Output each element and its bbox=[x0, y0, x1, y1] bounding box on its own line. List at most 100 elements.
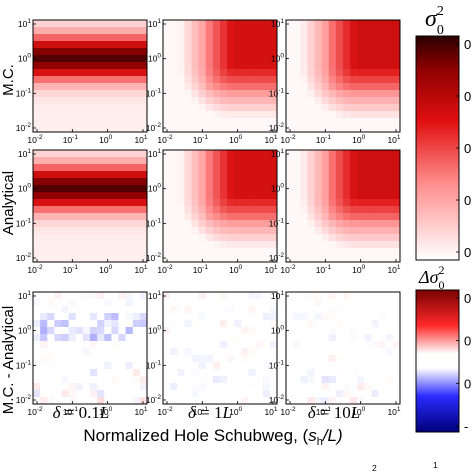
heatmap-cell bbox=[90, 390, 98, 398]
heatmap-cell bbox=[255, 334, 264, 342]
heatmap-cell bbox=[293, 227, 301, 235]
heatmap-cell bbox=[90, 164, 98, 172]
heatmap-cell bbox=[227, 376, 235, 384]
heatmap-cell bbox=[90, 241, 98, 249]
heatmap-cell bbox=[385, 248, 394, 256]
heatmap-cell bbox=[392, 199, 401, 207]
heatmap-cell bbox=[343, 320, 351, 328]
heatmap-cell bbox=[40, 248, 48, 256]
heatmap-cell bbox=[293, 76, 301, 84]
heatmap-cell bbox=[378, 313, 387, 321]
heatmap-cell bbox=[262, 362, 271, 370]
heatmap-cell bbox=[125, 327, 134, 335]
heatmap-cell bbox=[68, 20, 77, 28]
heatmap-cell bbox=[220, 397, 228, 405]
heatmap-cell bbox=[328, 299, 337, 307]
heatmap-cell bbox=[82, 369, 91, 377]
heatmap-cell bbox=[392, 234, 401, 242]
heatmap-cell bbox=[371, 397, 380, 405]
x-tick-label: 100 bbox=[229, 264, 242, 275]
heatmap-cell bbox=[118, 150, 127, 158]
heatmap-cell bbox=[132, 355, 141, 363]
heatmap-cell bbox=[212, 241, 221, 249]
heatmap-cell bbox=[205, 362, 214, 370]
heatmap-cell bbox=[97, 76, 105, 84]
heatmap-cell bbox=[234, 299, 242, 307]
heatmap-cell bbox=[75, 104, 84, 112]
heatmap-cell bbox=[111, 157, 119, 165]
heatmap-cell bbox=[335, 369, 344, 377]
heatmap-cell bbox=[241, 234, 249, 242]
heatmap-cell bbox=[378, 341, 387, 349]
heatmap-cell bbox=[61, 248, 70, 256]
heatmap-cell bbox=[241, 313, 249, 321]
heatmap-cell bbox=[350, 397, 358, 405]
heatmap-cell bbox=[139, 164, 148, 172]
heatmap-cell bbox=[269, 157, 278, 165]
heatmap-cell bbox=[198, 34, 207, 42]
heatmap-cell bbox=[90, 97, 98, 105]
heatmap-cell bbox=[212, 306, 221, 314]
heatmap-cell bbox=[314, 234, 323, 242]
heatmap-cell bbox=[170, 348, 178, 356]
heatmap-cell bbox=[97, 178, 105, 186]
heatmap-cell bbox=[269, 104, 278, 112]
heatmap-cell bbox=[104, 83, 112, 91]
heatmap-cell bbox=[321, 383, 330, 391]
column-label-1: δ = 0.1L bbox=[53, 403, 110, 422]
heatmap-cell bbox=[111, 111, 119, 119]
heatmap-cell bbox=[227, 62, 235, 70]
heatmap-cell bbox=[241, 185, 249, 193]
heatmap-cell bbox=[378, 241, 387, 249]
heatmap-cell bbox=[350, 118, 358, 126]
heatmap-cell bbox=[170, 178, 178, 186]
heatmap-cell bbox=[205, 41, 214, 49]
heatmap-cell bbox=[68, 383, 77, 391]
heatmap-cell bbox=[68, 397, 77, 405]
heatmap-cell bbox=[241, 157, 249, 165]
heatmap-cell bbox=[198, 376, 207, 384]
heatmap-cell bbox=[328, 48, 337, 56]
heatmap-cell bbox=[357, 313, 365, 321]
heatmap-cell bbox=[262, 234, 271, 242]
heatmap-cell bbox=[132, 397, 141, 405]
heatmap-cell bbox=[378, 55, 387, 63]
heatmap-cell bbox=[234, 355, 242, 363]
heatmap-cell bbox=[300, 164, 308, 172]
heatmap-cell bbox=[321, 185, 330, 193]
heatmap-cell bbox=[293, 118, 301, 126]
heatmap-cell bbox=[227, 199, 235, 207]
heatmap-cell bbox=[118, 313, 127, 321]
heatmap-cell bbox=[139, 241, 148, 249]
heatmap-cell bbox=[82, 348, 91, 356]
heatmap-cell bbox=[54, 220, 62, 228]
heatmap-cell bbox=[227, 69, 235, 77]
heatmap-cell bbox=[350, 83, 358, 91]
heatmap-cell bbox=[90, 48, 98, 56]
heatmap-cell bbox=[269, 306, 278, 314]
heatmap-cell bbox=[47, 150, 55, 158]
heatmap-cell bbox=[343, 62, 351, 70]
heatmap-cell bbox=[314, 150, 323, 158]
heatmap-cell bbox=[170, 27, 178, 35]
heatmap-cell bbox=[47, 299, 55, 307]
heatmap-cell bbox=[184, 69, 192, 77]
heatmap-cell bbox=[163, 355, 171, 363]
heatmap-cell bbox=[198, 241, 207, 249]
heatmap-cell bbox=[68, 185, 77, 193]
heatmap-cell bbox=[198, 48, 207, 56]
heatmap-cell bbox=[385, 348, 394, 356]
heatmap-cell bbox=[82, 178, 91, 186]
heatmap-cell bbox=[262, 199, 271, 207]
heatmap-cell bbox=[177, 157, 185, 165]
heatmap-cell bbox=[75, 348, 84, 356]
heatmap-cell bbox=[163, 234, 171, 242]
heatmap-cell bbox=[40, 41, 48, 49]
heatmap-cell bbox=[132, 383, 141, 391]
heatmap-cell bbox=[54, 55, 62, 63]
heatmap-cell bbox=[132, 150, 141, 158]
heatmap-cell bbox=[205, 83, 214, 91]
heatmap-cell bbox=[255, 41, 264, 49]
heatmap-cell bbox=[118, 341, 127, 349]
heatmap-cell bbox=[371, 313, 380, 321]
